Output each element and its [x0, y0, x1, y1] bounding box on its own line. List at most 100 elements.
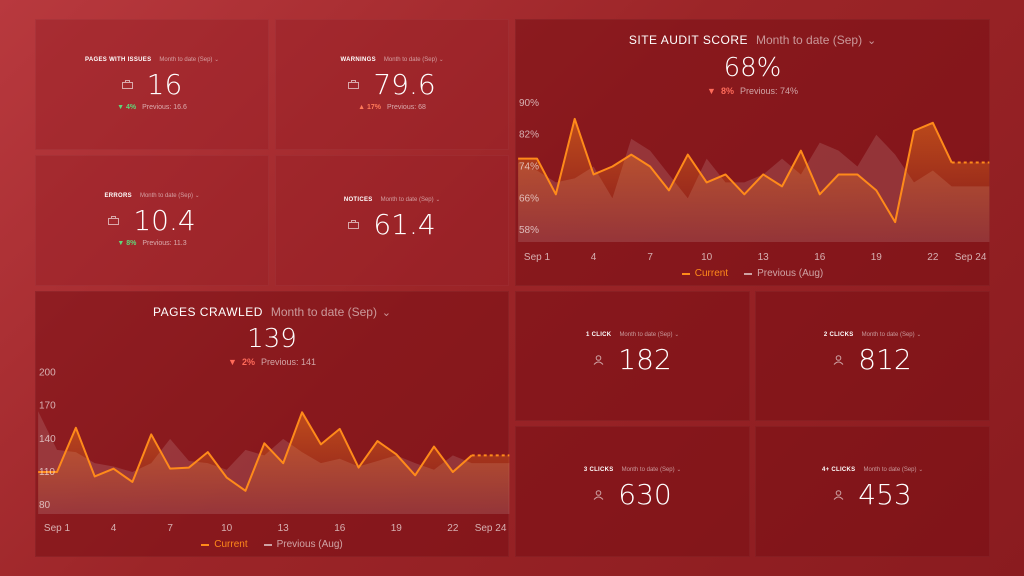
pages-crawled-card[interactable]: PAGES CRAWLED Month to date (Sep) ⌄ 139 … — [35, 291, 510, 557]
user-icon — [833, 490, 844, 500]
date-range-dropdown[interactable]: Month to date (Sep) ⌄ — [861, 332, 922, 338]
y-tick-label: 170 — [39, 401, 56, 412]
notices-card[interactable]: NOTICES Month to date (Sep) ⌄ 61.4 — [275, 155, 509, 286]
date-range-dropdown[interactable]: Month to date (Sep) ⌄ — [619, 332, 679, 338]
kpi-value: 139 — [247, 324, 297, 354]
kpi-value: 61.4 — [373, 208, 436, 241]
card-title: PAGES CRAWLED — [153, 305, 263, 319]
legend-previous[interactable]: Previous (Aug) — [263, 539, 343, 550]
x-tick-label: 19 — [391, 523, 403, 534]
kpi-value: 10.4 — [133, 204, 196, 237]
three-clicks-card[interactable]: 3 CLICKS Month to date (Sep) ⌄ 630 — [515, 426, 750, 557]
x-tick-label: 19 — [871, 252, 883, 263]
date-range-dropdown[interactable]: Month to date (Sep) ⌄ — [383, 57, 444, 63]
chevron-down-icon: ⌄ — [676, 467, 682, 473]
series-current-area — [38, 412, 510, 514]
briefcase-icon — [121, 80, 133, 89]
delta-badge: ▼ 4% — [117, 104, 137, 111]
x-tick-label: 13 — [278, 523, 290, 534]
legend-current[interactable]: Current — [681, 268, 728, 279]
previous-value: Previous: 16.6 — [142, 104, 187, 111]
chevron-down-icon: ⌄ — [214, 57, 219, 63]
kpi-value: 182 — [618, 343, 672, 376]
chevron-down-icon: ⌄ — [435, 197, 441, 203]
card-title: PAGES WITH ISSUES — [85, 57, 152, 63]
date-range-dropdown[interactable]: Month to date (Sep) ⌄ — [380, 197, 441, 203]
x-tick-label: Sep 24 — [475, 523, 507, 534]
y-tick-label: 82% — [519, 130, 539, 141]
card-title: ERRORS — [104, 193, 132, 199]
y-tick-label: 74% — [519, 162, 539, 173]
delta-badge: ▼ 2% — [228, 357, 255, 367]
y-tick-label: 80 — [39, 500, 51, 511]
briefcase-icon — [348, 80, 360, 89]
previous-value: Previous: 141 — [260, 357, 316, 367]
delta-badge: ▼ 8% — [707, 86, 734, 96]
pages-with-issues-card[interactable]: PAGES WITH ISSUES Month to date (Sep) ⌄ 1… — [35, 19, 269, 150]
kpi-value: 453 — [858, 478, 912, 511]
chart-legend: Current Previous (Aug) — [516, 268, 989, 279]
user-icon — [593, 355, 604, 365]
card-title: 2 CLICKS — [823, 332, 854, 338]
x-tick-label: 4 — [591, 252, 597, 263]
date-range-dropdown[interactable]: Month to date (Sep) ⌄ — [863, 467, 924, 473]
chevron-down-icon: ⌄ — [674, 332, 679, 338]
one-click-card[interactable]: 1 CLICK Month to date (Sep) ⌄ 182 — [515, 291, 750, 421]
two-clicks-card[interactable]: 2 CLICKS Month to date (Sep) ⌄ 812 — [755, 291, 990, 421]
x-tick-label: 10 — [701, 252, 713, 263]
four-plus-clicks-card[interactable]: 4+ CLICKS Month to date (Sep) ⌄ 453 — [755, 426, 990, 557]
x-tick-label: 22 — [927, 252, 939, 263]
kpi-value: 16 — [146, 68, 183, 101]
previous-value: Previous: 68 — [386, 104, 426, 111]
previous-value: Previous: 74% — [739, 86, 798, 96]
legend-previous[interactable]: Previous (Aug) — [744, 268, 823, 279]
x-tick-label: 22 — [447, 523, 459, 534]
y-tick-label: 58% — [519, 225, 539, 236]
card-title: NOTICES — [343, 197, 373, 203]
kpi-value: 812 — [858, 343, 912, 376]
y-tick-label: 66% — [519, 193, 539, 204]
date-range-dropdown[interactable]: Month to date (Sep) ⌄ — [621, 467, 682, 473]
chevron-down-icon: ⌄ — [864, 35, 877, 47]
site-audit-chart: 90% 82% 74% 66% 58% Sep 1 4 7 10 13 16 19 22 Sep 24 — [518, 98, 990, 263]
errors-card[interactable]: ERRORS Month to date (Sep) ⌄ 10.4 ▼ 8% Pr… — [35, 155, 269, 286]
chevron-down-icon: ⌄ — [194, 193, 200, 199]
legend-current[interactable]: Current — [201, 539, 248, 550]
chevron-down-icon: ⌄ — [438, 57, 444, 63]
user-icon — [833, 355, 844, 365]
x-tick-label: 4 — [111, 523, 117, 534]
chevron-down-icon: ⌄ — [378, 307, 391, 319]
chevron-down-icon: ⌄ — [918, 467, 924, 473]
card-title: 4+ CLICKS — [821, 467, 856, 473]
y-tick-label: 200 — [39, 368, 56, 379]
date-range-dropdown[interactable]: Month to date (Sep) ⌄ — [270, 305, 391, 319]
y-tick-label: 140 — [39, 434, 56, 445]
card-title: 3 CLICKS — [583, 467, 614, 473]
x-tick-label: Sep 1 — [524, 252, 551, 263]
x-tick-label: Sep 24 — [955, 252, 987, 263]
x-tick-label: 13 — [758, 252, 770, 263]
kpi-value: 79.6 — [373, 68, 436, 101]
date-range-dropdown[interactable]: Month to date (Sep) ⌄ — [756, 33, 877, 47]
chart-legend: Current Previous (Aug) — [36, 539, 508, 550]
warnings-card[interactable]: WARNINGS Month to date (Sep) ⌄ 79.6 ▲ 17%… — [275, 19, 509, 150]
x-tick-label: 10 — [221, 523, 233, 534]
series-current-line — [518, 117, 953, 224]
site-audit-score-card[interactable]: SITE AUDIT SCORE Month to date (Sep) ⌄ 6… — [515, 19, 990, 286]
kpi-value: 68% — [723, 53, 782, 83]
card-title: 1 CLICK — [586, 332, 612, 338]
date-range-dropdown[interactable]: Month to date (Sep) ⌄ — [159, 57, 219, 63]
user-icon — [593, 490, 604, 500]
x-tick-label: 16 — [814, 252, 826, 263]
x-tick-label: Sep 1 — [44, 523, 71, 534]
briefcase-icon — [348, 220, 360, 229]
date-range-dropdown[interactable]: Month to date (Sep) ⌄ — [139, 193, 200, 199]
chevron-down-icon: ⌄ — [916, 332, 922, 338]
briefcase-icon — [108, 216, 120, 225]
previous-value: Previous: 11.3 — [142, 240, 187, 247]
delta-badge: ▼ 8% — [117, 240, 137, 247]
card-title: WARNINGS — [340, 57, 376, 63]
pages-crawled-chart: 200 170 140 110 80 Sep 1 4 7 10 13 16 19 22 Sep 24 — [38, 368, 510, 534]
kpi-value: 630 — [618, 478, 672, 511]
x-tick-label: 7 — [167, 523, 173, 534]
